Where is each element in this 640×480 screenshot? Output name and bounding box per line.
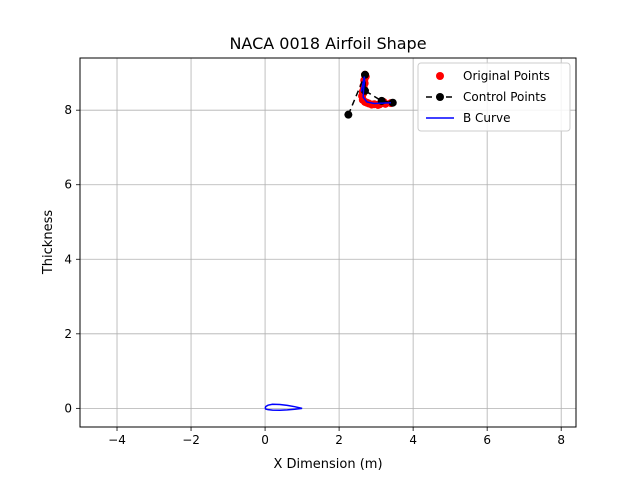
chart-title: NACA 0018 Airfoil Shape	[229, 34, 426, 53]
x-tick-label: 4	[409, 433, 417, 447]
legend-marker-control	[436, 93, 444, 101]
b-curve-line	[264, 403, 303, 411]
control-point	[388, 98, 397, 107]
legend-label: Control Points	[463, 90, 546, 104]
b-curve-line	[360, 76, 391, 105]
x-tick-label: 6	[483, 433, 491, 447]
y-tick-label: 6	[64, 178, 72, 192]
x-tick-label: −4	[108, 433, 126, 447]
x-tick-label: 0	[261, 433, 269, 447]
x-tick-label: −2	[182, 433, 200, 447]
grid	[80, 58, 576, 427]
legend-box	[417, 62, 571, 132]
legend-label: B Curve	[463, 111, 510, 125]
legend: Original Points Control Points B Curve	[417, 62, 571, 132]
y-tick-label: 0	[64, 401, 72, 415]
legend-label: Original Points	[463, 69, 550, 83]
axes-frame	[79, 57, 577, 428]
y-tick-label: 8	[64, 103, 72, 117]
plot-area	[264, 70, 397, 411]
ticks: −4 −2 0 2 4 6 8 0 2 4 6 8	[64, 103, 565, 447]
x-tick-label: 2	[335, 433, 343, 447]
x-tick-label: 8	[557, 433, 565, 447]
y-axis-label: Thickness	[41, 210, 56, 275]
control-point	[361, 70, 370, 79]
y-tick-label: 2	[64, 327, 72, 341]
x-axis-label: X Dimension (m)	[273, 457, 382, 472]
y-tick-label: 4	[64, 252, 72, 266]
legend-marker-original	[436, 72, 444, 80]
control-point	[344, 110, 353, 119]
